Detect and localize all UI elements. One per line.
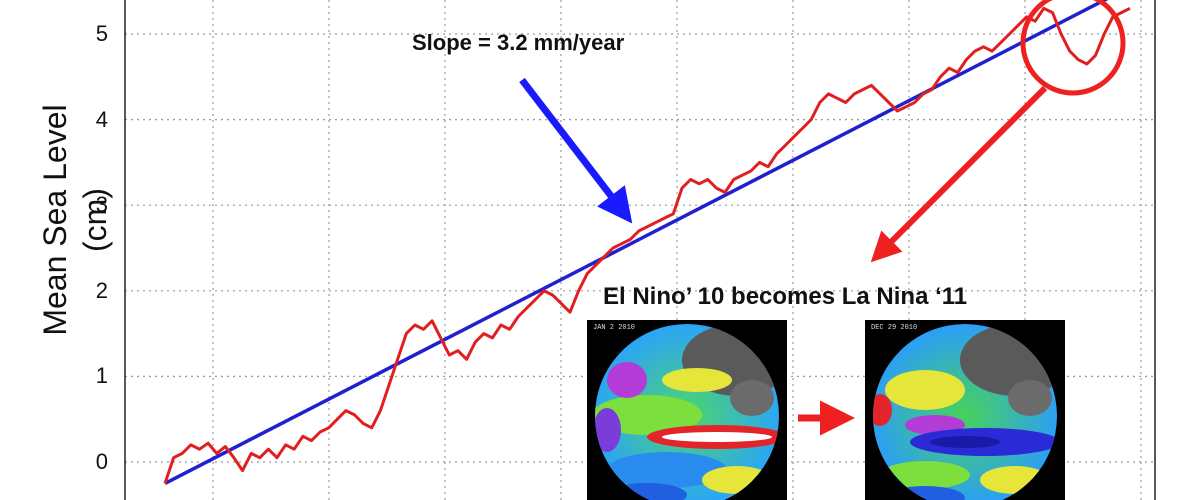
- y-tick-label: 2: [95, 277, 108, 303]
- slope-annotation: Slope = 3.2 mm/year: [412, 30, 625, 55]
- la-nina-globe-image: [873, 324, 1057, 500]
- el-nino-date: JAN 2 2010: [593, 324, 636, 332]
- enso-caption: El Nino’ 10 becomes La Nina ‘11: [603, 283, 968, 310]
- anomaly-highlight-circle: [1020, 0, 1126, 96]
- enso-arrow: [870, 85, 1048, 263]
- y-tick-label: 3: [95, 192, 108, 218]
- y-tick-label: 4: [95, 106, 108, 132]
- sea-level-data-line: [163, 6, 1131, 484]
- el-nino-map-panel: JAN 2 2010: [587, 320, 787, 500]
- el-nino-globe-image: [595, 324, 779, 500]
- y-tick-label: 1: [95, 363, 108, 389]
- plot-frame: [124, 0, 1156, 500]
- slope-arrow: [519, 77, 633, 224]
- y-tick-label: 5: [95, 21, 108, 46]
- la-nina-date: DEC 29 2010: [871, 324, 918, 332]
- la-nina-map-panel: DEC 29 2010: [865, 320, 1065, 500]
- y-tick-label: 0: [95, 449, 108, 474]
- trend-line: [164, 0, 1109, 485]
